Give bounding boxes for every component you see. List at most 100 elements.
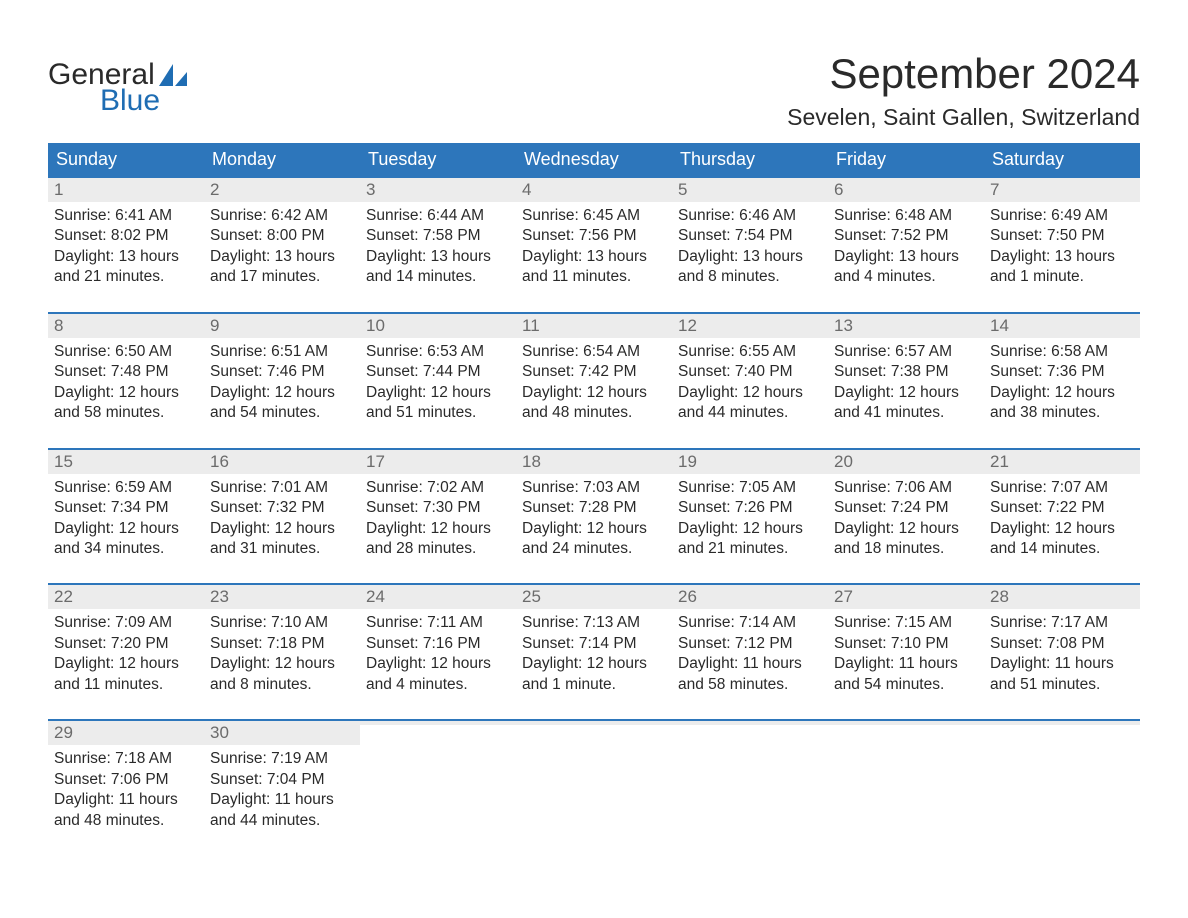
calendar-week: 22Sunrise: 7:09 AMSunset: 7:20 PMDayligh…: [48, 583, 1140, 701]
day-number: 28: [990, 587, 1009, 606]
day-daylight1: Daylight: 12 hours: [210, 383, 354, 403]
weekday-header: Wednesday: [516, 143, 672, 176]
day-number-bar: 27: [828, 585, 984, 609]
day-daylight1: Daylight: 11 hours: [834, 654, 978, 674]
day-daylight1: Daylight: 12 hours: [834, 519, 978, 539]
day-number-bar: 21: [984, 450, 1140, 474]
day-daylight2: and 51 minutes.: [366, 403, 510, 423]
day-daylight2: and 8 minutes.: [678, 267, 822, 287]
day-sunrise: Sunrise: 7:18 AM: [54, 749, 198, 769]
weekday-header: Saturday: [984, 143, 1140, 176]
day-number: 27: [834, 587, 853, 606]
day-sunrise: Sunrise: 6:50 AM: [54, 342, 198, 362]
day-body: Sunrise: 7:10 AMSunset: 7:18 PMDaylight:…: [204, 609, 360, 695]
day-sunrise: Sunrise: 6:58 AM: [990, 342, 1134, 362]
day-daylight1: Daylight: 11 hours: [678, 654, 822, 674]
calendar-day: 27Sunrise: 7:15 AMSunset: 7:10 PMDayligh…: [828, 585, 984, 701]
calendar-week: 8Sunrise: 6:50 AMSunset: 7:48 PMDaylight…: [48, 312, 1140, 430]
day-sunrise: Sunrise: 6:48 AM: [834, 206, 978, 226]
day-daylight1: Daylight: 13 hours: [678, 247, 822, 267]
day-sunrise: Sunrise: 6:57 AM: [834, 342, 978, 362]
day-number: 23: [210, 587, 229, 606]
day-sunrise: Sunrise: 7:19 AM: [210, 749, 354, 769]
day-number: 10: [366, 316, 385, 335]
day-body: Sunrise: 6:41 AMSunset: 8:02 PMDaylight:…: [48, 202, 204, 288]
day-sunset: Sunset: 7:16 PM: [366, 634, 510, 654]
day-daylight2: and 14 minutes.: [990, 539, 1134, 559]
day-number-bar: 22: [48, 585, 204, 609]
day-daylight1: Daylight: 12 hours: [834, 383, 978, 403]
day-daylight2: and 34 minutes.: [54, 539, 198, 559]
day-number: 2: [210, 180, 219, 199]
day-daylight2: and 28 minutes.: [366, 539, 510, 559]
day-number: 30: [210, 723, 229, 742]
day-sunset: Sunset: 7:40 PM: [678, 362, 822, 382]
day-number-bar: 13: [828, 314, 984, 338]
day-number-bar: 24: [360, 585, 516, 609]
calendar-day: [672, 721, 828, 837]
day-number-bar: 16: [204, 450, 360, 474]
day-body: Sunrise: 7:19 AMSunset: 7:04 PMDaylight:…: [204, 745, 360, 831]
day-body: Sunrise: 7:18 AMSunset: 7:06 PMDaylight:…: [48, 745, 204, 831]
calendar-day: 9Sunrise: 6:51 AMSunset: 7:46 PMDaylight…: [204, 314, 360, 430]
day-daylight1: Daylight: 13 hours: [210, 247, 354, 267]
day-body: Sunrise: 6:59 AMSunset: 7:34 PMDaylight:…: [48, 474, 204, 560]
day-sunset: Sunset: 7:48 PM: [54, 362, 198, 382]
day-daylight1: Daylight: 13 hours: [990, 247, 1134, 267]
day-daylight2: and 58 minutes.: [54, 403, 198, 423]
calendar-week: 29 Sunrise: 7:18 AMSunset: 7:06 PMDayligh…: [48, 719, 1140, 837]
day-daylight2: and 11 minutes.: [54, 675, 198, 695]
day-daylight2: and 14 minutes.: [366, 267, 510, 287]
day-sunset: Sunset: 7:38 PM: [834, 362, 978, 382]
day-body: Sunrise: 7:07 AMSunset: 7:22 PMDaylight:…: [984, 474, 1140, 560]
day-number-bar: 6: [828, 178, 984, 202]
calendar-day: 12Sunrise: 6:55 AMSunset: 7:40 PMDayligh…: [672, 314, 828, 430]
day-daylight1: Daylight: 11 hours: [990, 654, 1134, 674]
day-daylight2: and 44 minutes.: [210, 811, 354, 831]
sail-icon: [159, 64, 187, 86]
day-daylight2: and 48 minutes.: [54, 811, 198, 831]
day-sunrise: Sunrise: 6:41 AM: [54, 206, 198, 226]
day-daylight2: and 24 minutes.: [522, 539, 666, 559]
day-number: 12: [678, 316, 697, 335]
day-body: Sunrise: 7:11 AMSunset: 7:16 PMDaylight:…: [360, 609, 516, 695]
day-daylight1: Daylight: 12 hours: [522, 383, 666, 403]
calendar-week: 1Sunrise: 6:41 AMSunset: 8:02 PMDaylight…: [48, 176, 1140, 294]
day-number-bar: [984, 721, 1140, 725]
day-number: 13: [834, 316, 853, 335]
day-sunrise: Sunrise: 6:54 AM: [522, 342, 666, 362]
day-sunset: Sunset: 7:54 PM: [678, 226, 822, 246]
day-sunset: Sunset: 7:22 PM: [990, 498, 1134, 518]
calendar-day: 19Sunrise: 7:05 AMSunset: 7:26 PMDayligh…: [672, 450, 828, 566]
day-sunset: Sunset: 7:04 PM: [210, 770, 354, 790]
day-number: 19: [678, 452, 697, 471]
day-sunrise: Sunrise: 7:05 AM: [678, 478, 822, 498]
day-daylight2: and 21 minutes.: [54, 267, 198, 287]
day-number: 7: [990, 180, 999, 199]
day-sunset: Sunset: 7:34 PM: [54, 498, 198, 518]
day-number-bar: 20: [828, 450, 984, 474]
day-sunrise: Sunrise: 6:53 AM: [366, 342, 510, 362]
day-daylight2: and 54 minutes.: [834, 675, 978, 695]
day-daylight2: and 4 minutes.: [834, 267, 978, 287]
day-sunrise: Sunrise: 7:06 AM: [834, 478, 978, 498]
day-daylight1: Daylight: 13 hours: [834, 247, 978, 267]
day-body: Sunrise: 6:53 AMSunset: 7:44 PMDaylight:…: [360, 338, 516, 424]
day-daylight1: Daylight: 12 hours: [54, 383, 198, 403]
day-sunset: Sunset: 7:12 PM: [678, 634, 822, 654]
calendar-grid: SundayMondayTuesdayWednesdayThursdayFrid…: [48, 143, 1140, 837]
day-body: Sunrise: 6:51 AMSunset: 7:46 PMDaylight:…: [204, 338, 360, 424]
day-sunset: Sunset: 7:32 PM: [210, 498, 354, 518]
day-number: 5: [678, 180, 687, 199]
day-sunrise: Sunrise: 7:13 AM: [522, 613, 666, 633]
day-number: 25: [522, 587, 541, 606]
day-daylight1: Daylight: 12 hours: [366, 519, 510, 539]
day-number-bar: 29: [48, 721, 204, 745]
day-daylight2: and 1 minute.: [522, 675, 666, 695]
day-number-bar: 23: [204, 585, 360, 609]
day-number: 29: [54, 723, 73, 742]
day-daylight2: and 31 minutes.: [210, 539, 354, 559]
day-sunset: Sunset: 7:14 PM: [522, 634, 666, 654]
day-daylight2: and 38 minutes.: [990, 403, 1134, 423]
day-sunrise: Sunrise: 7:10 AM: [210, 613, 354, 633]
